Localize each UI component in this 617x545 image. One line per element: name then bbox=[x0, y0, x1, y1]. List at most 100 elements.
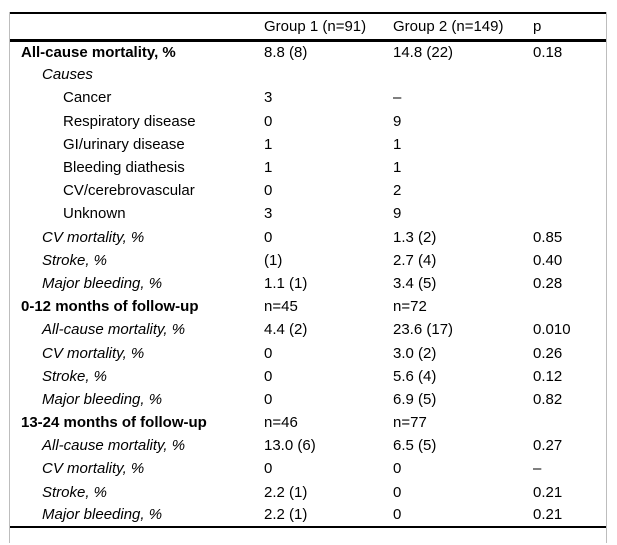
group2-value: 1.3 (2) bbox=[393, 228, 437, 246]
table-row: CV mortality, % 0 3.0 (2) 0.26 bbox=[10, 341, 606, 364]
group2-value: 6.9 (5) bbox=[393, 390, 437, 408]
table-header-row: Group 1 (n=91) Group 2 (n=149) p bbox=[10, 13, 606, 40]
group1-value: 0 bbox=[264, 367, 273, 385]
table-row: Respiratory disease 0 9 bbox=[10, 110, 606, 133]
row-label: All-cause mortality, % bbox=[42, 437, 186, 455]
row-label: Unknown bbox=[63, 205, 126, 223]
p-value bbox=[533, 202, 606, 225]
row-label: Major bleeding, % bbox=[42, 390, 163, 408]
group2-value: n=77 bbox=[393, 414, 427, 432]
group2-value: n=72 bbox=[393, 298, 427, 316]
p-value: 0.28 bbox=[533, 274, 563, 292]
row-label: Stroke, % bbox=[42, 367, 108, 385]
row-label: Causes bbox=[42, 66, 93, 84]
group2-value: 6.5 (5) bbox=[393, 437, 437, 455]
p-value: 0.21 bbox=[533, 483, 563, 501]
table-row: 13-24 months of follow-up n=46 n=77 bbox=[10, 411, 606, 434]
p-value bbox=[533, 179, 606, 202]
p-value: 0.85 bbox=[533, 228, 563, 246]
p-value bbox=[533, 295, 606, 318]
table-row: All-cause mortality, % 4.4 (2) 23.6 (17)… bbox=[10, 318, 606, 341]
row-label: CV/cerebrovascular bbox=[63, 182, 195, 200]
group1-value: (1) bbox=[264, 251, 283, 269]
group1-value: n=46 bbox=[264, 414, 298, 432]
table-row: CV/cerebrovascular 0 2 bbox=[10, 179, 606, 202]
group2-value: 3.4 (5) bbox=[393, 274, 437, 292]
p-value bbox=[533, 133, 606, 156]
group2-value: 2.7 (4) bbox=[393, 251, 437, 269]
group2-value: 0 bbox=[393, 506, 402, 524]
p-value: 0.010 bbox=[533, 321, 571, 339]
group2-value: 2 bbox=[393, 182, 402, 200]
outcomes-table: Group 1 (n=91) Group 2 (n=149) p All-cau… bbox=[10, 12, 606, 528]
table-figure-frame: Group 1 (n=91) Group 2 (n=149) p All-cau… bbox=[9, 12, 607, 543]
group2-value: 23.6 (17) bbox=[393, 321, 454, 339]
group2-value: 0 bbox=[393, 483, 402, 501]
group1-value: 4.4 (2) bbox=[264, 321, 308, 339]
row-label: Respiratory disease bbox=[63, 112, 196, 130]
group2-value: 9 bbox=[393, 112, 402, 130]
table-body: All-cause mortality, % 8.8 (8) 14.8 (22)… bbox=[10, 40, 606, 527]
row-label: GI/urinary disease bbox=[63, 135, 185, 153]
table-row: CV mortality, % 0 1.3 (2) 0.85 bbox=[10, 226, 606, 249]
group2-value: 9 bbox=[393, 205, 402, 223]
row-label: Cancer bbox=[63, 89, 112, 107]
group1-value bbox=[264, 63, 393, 86]
row-label: 0-12 months of follow-up bbox=[21, 298, 199, 316]
group1-value: 0 bbox=[264, 460, 273, 478]
table-row: Major bleeding, % 0 6.9 (5) 0.82 bbox=[10, 388, 606, 411]
group1-value: 0 bbox=[264, 390, 273, 408]
row-label: CV mortality, % bbox=[42, 344, 145, 362]
p-value: – bbox=[533, 460, 542, 478]
col-header-group2: Group 2 (n=149) bbox=[393, 17, 504, 35]
group2-value: 0 bbox=[393, 460, 402, 478]
group2-value: 1 bbox=[393, 135, 402, 153]
col-header-p: p bbox=[533, 17, 542, 35]
group1-value: 1 bbox=[264, 159, 273, 177]
table-header: Group 1 (n=91) Group 2 (n=149) p bbox=[10, 13, 606, 40]
group1-value: 3 bbox=[264, 89, 273, 107]
row-label: Stroke, % bbox=[42, 483, 108, 501]
p-value: 0.27 bbox=[533, 437, 563, 455]
row-label: All-cause mortality, % bbox=[42, 321, 186, 339]
group1-value: 3 bbox=[264, 205, 273, 223]
row-label: CV mortality, % bbox=[42, 460, 145, 478]
row-label: 13-24 months of follow-up bbox=[21, 414, 207, 432]
col-header-group1: Group 1 (n=91) bbox=[264, 17, 367, 35]
group1-value: 2.2 (1) bbox=[264, 506, 308, 524]
col-header-empty bbox=[10, 13, 264, 40]
p-value bbox=[533, 156, 606, 179]
group1-value: 2.2 (1) bbox=[264, 483, 308, 501]
group1-value: n=45 bbox=[264, 298, 298, 316]
p-value: 0.21 bbox=[533, 506, 563, 524]
group1-value: 0 bbox=[264, 344, 273, 362]
group1-value: 8.8 (8) bbox=[264, 43, 308, 61]
group1-value: 1 bbox=[264, 135, 273, 153]
table-row: GI/urinary disease 1 1 bbox=[10, 133, 606, 156]
group1-value: 13.0 (6) bbox=[264, 437, 316, 455]
p-value: 0.26 bbox=[533, 344, 563, 362]
table-row: Stroke, % (1) 2.7 (4) 0.40 bbox=[10, 249, 606, 272]
table-row: 0-12 months of follow-up n=45 n=72 bbox=[10, 295, 606, 318]
p-value: 0.82 bbox=[533, 390, 563, 408]
p-value bbox=[533, 86, 606, 109]
group2-value: 5.6 (4) bbox=[393, 367, 437, 385]
group1-value: 1.1 (1) bbox=[264, 274, 308, 292]
group1-value: 0 bbox=[264, 228, 273, 246]
table-row: CV mortality, % 0 0 – bbox=[10, 457, 606, 480]
p-value bbox=[533, 110, 606, 133]
group2-value: 3.0 (2) bbox=[393, 344, 437, 362]
p-value: 0.40 bbox=[533, 251, 563, 269]
group1-value: 0 bbox=[264, 112, 273, 130]
table-row: Major bleeding, % 1.1 (1) 3.4 (5) 0.28 bbox=[10, 272, 606, 295]
table-row: Stroke, % 0 5.6 (4) 0.12 bbox=[10, 365, 606, 388]
table-row: Stroke, % 2.2 (1) 0 0.21 bbox=[10, 481, 606, 504]
group2-value: 14.8 (22) bbox=[393, 43, 454, 61]
p-value: 0.18 bbox=[533, 43, 563, 61]
table-row: Cancer 3 – bbox=[10, 86, 606, 109]
group2-value bbox=[393, 63, 533, 86]
row-label: Major bleeding, % bbox=[42, 506, 163, 524]
table-row: Major bleeding, % 2.2 (1) 0 0.21 bbox=[10, 504, 606, 527]
row-label: All-cause mortality, % bbox=[21, 43, 176, 61]
